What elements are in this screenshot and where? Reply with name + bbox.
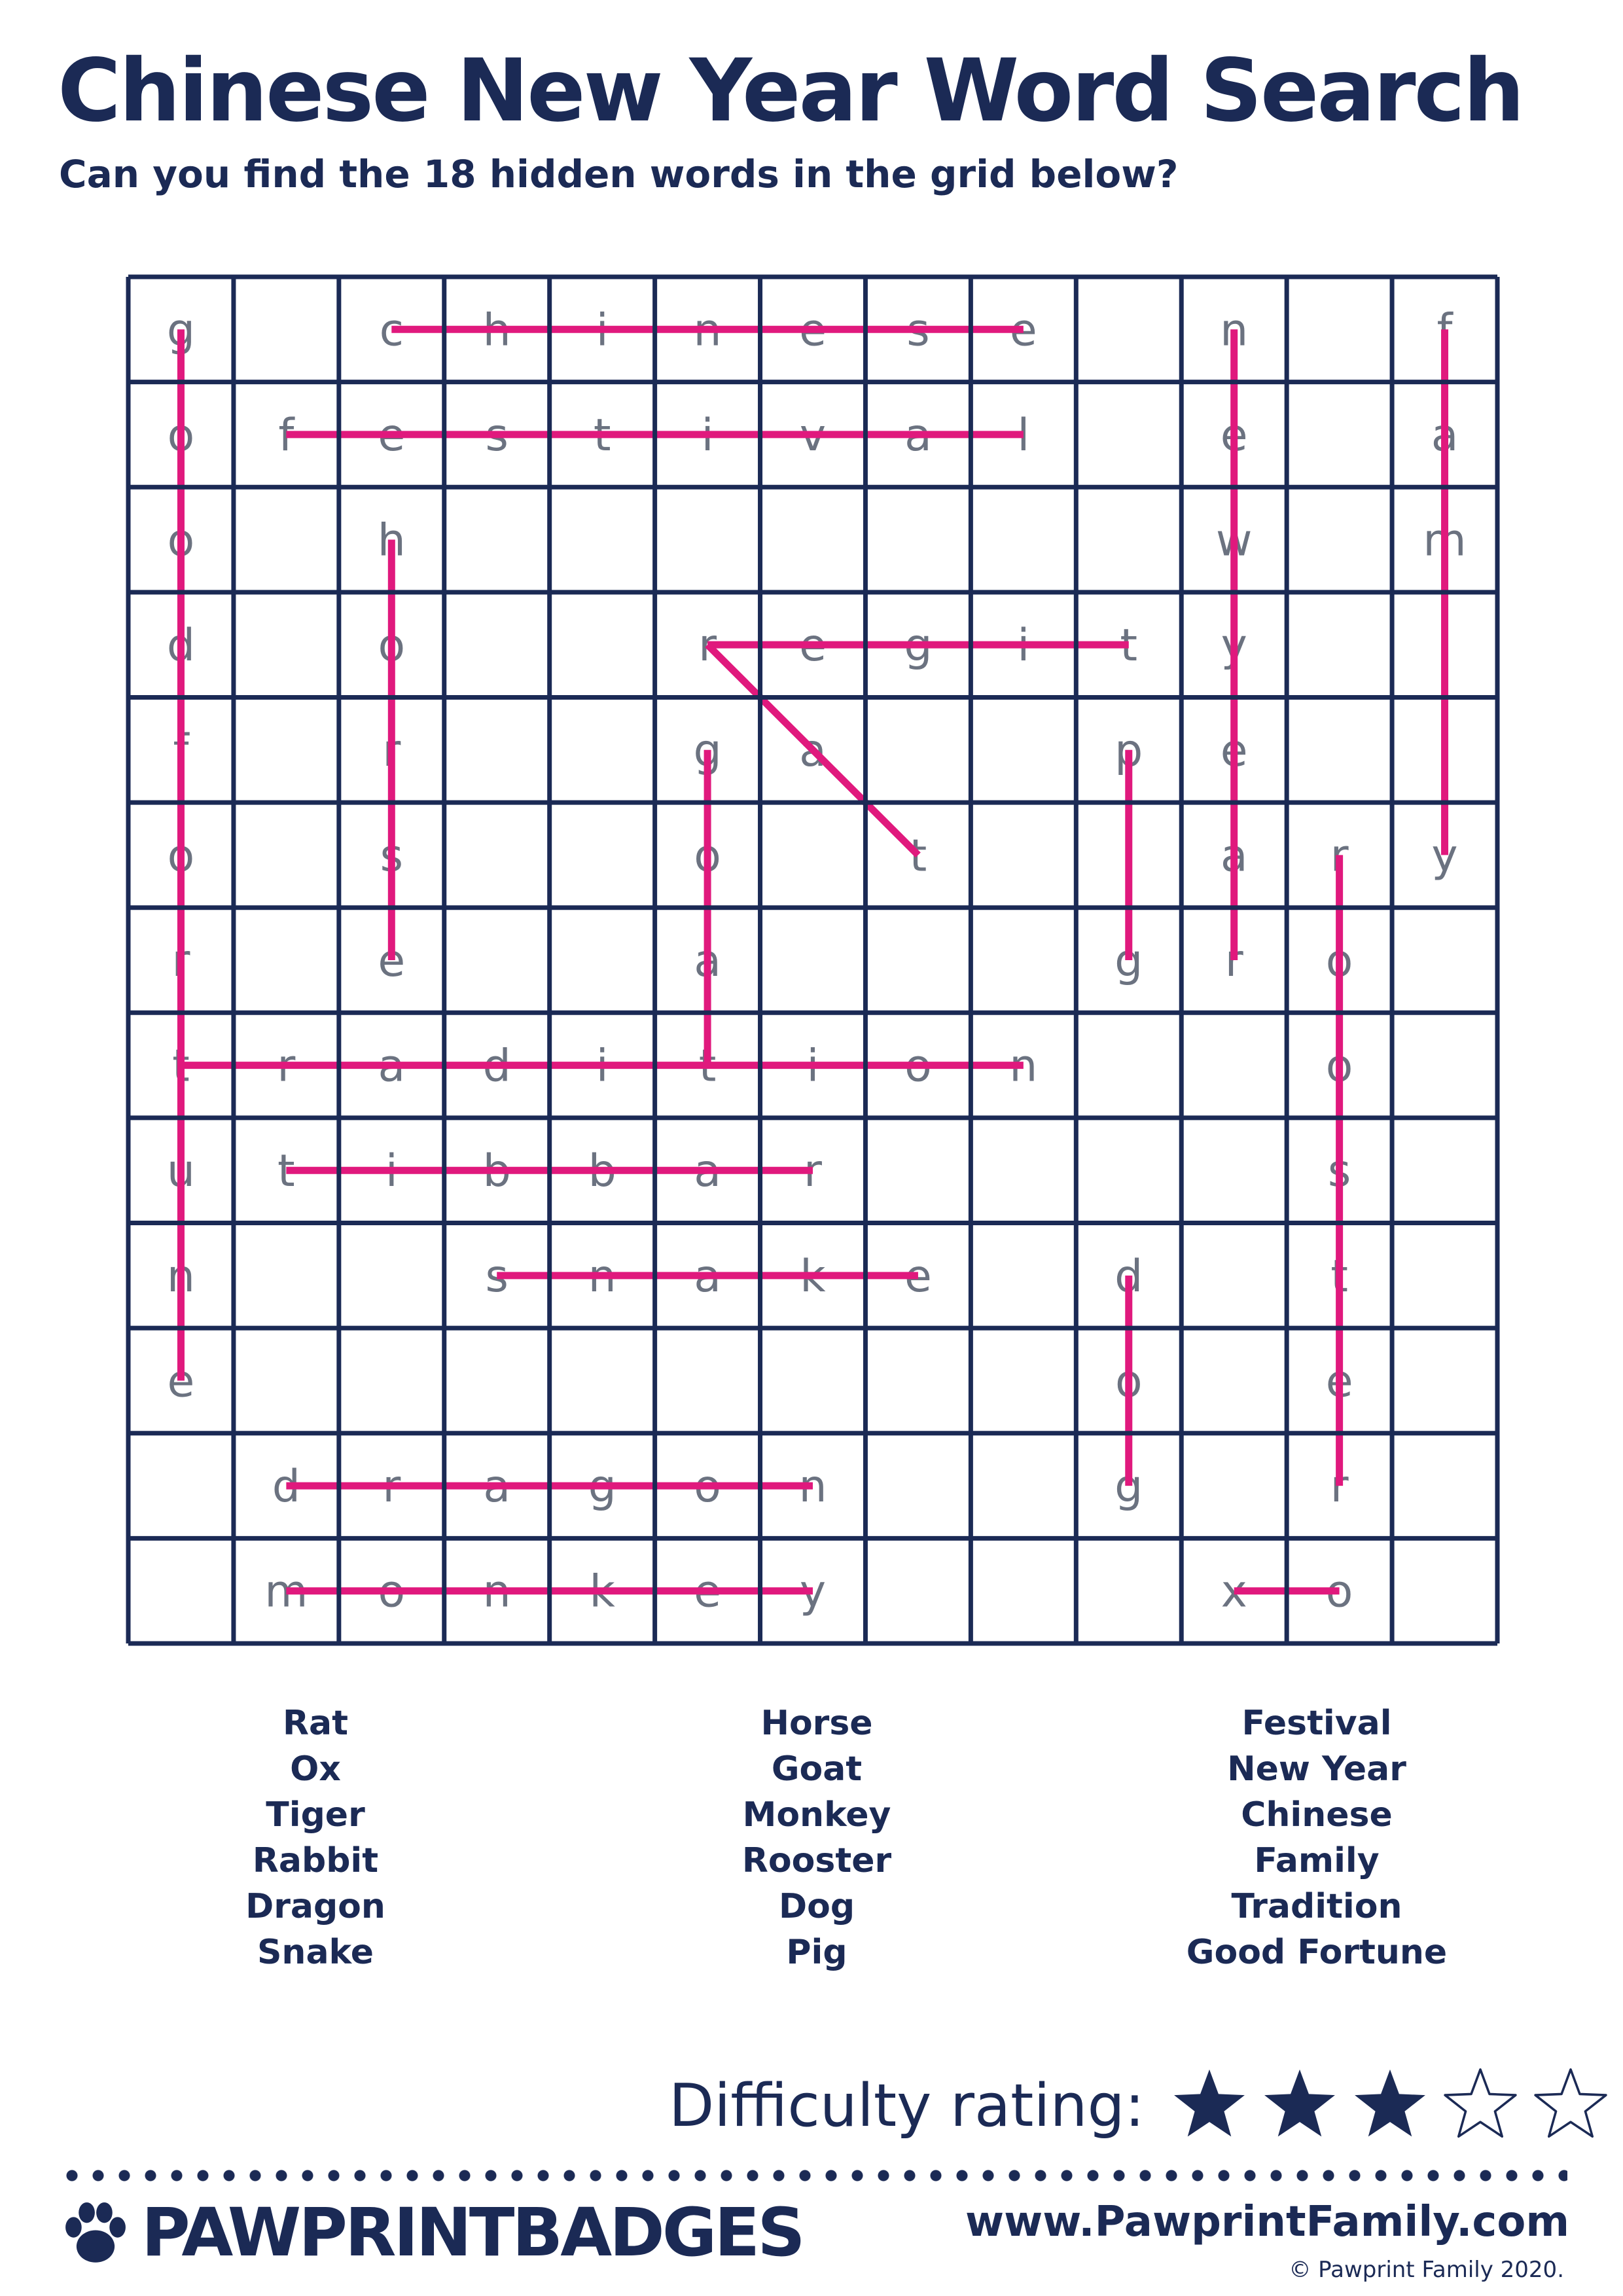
grid-letter: t <box>910 830 927 882</box>
star-filled-icon <box>1355 2069 1425 2137</box>
word-list-item: Goat <box>771 1749 863 1789</box>
word-list-item: Snake <box>257 1933 374 1972</box>
page-title: Chinese New Year Word Search <box>58 41 1525 141</box>
brand-name: PAWPRINTBADGES <box>141 2194 806 2272</box>
word-list-item: Family <box>1254 1841 1380 1880</box>
word-list-item: Monkey <box>742 1795 891 1835</box>
star-empty-icon <box>1444 2068 1517 2138</box>
word-list-item: Good Fortune <box>1186 1933 1448 1972</box>
word-search-grid: gchinesenfofestivaleaohwmdoregityifrgape… <box>126 274 1500 1646</box>
word-list-item: Horse <box>760 1704 873 1743</box>
word-list-item: Ox <box>290 1749 341 1789</box>
instructions: Can you find the 18 hidden words in the … <box>59 152 1179 196</box>
star-filled-icon <box>1264 2069 1335 2137</box>
found-word-line-rat <box>705 642 921 858</box>
difficulty-stars <box>1158 2066 1609 2145</box>
word-list-item: Rat <box>283 1704 348 1743</box>
word-list-item: Dragon <box>245 1887 385 1926</box>
word-list-item: Rooster <box>741 1841 892 1880</box>
word-list-item: Tradition <box>1231 1887 1402 1926</box>
difficulty-label: Difficulty rating: <box>669 2071 1145 2140</box>
difficulty-rating: Difficulty rating: <box>669 2066 1609 2145</box>
paw-icon <box>65 2202 126 2263</box>
word-list-item: Tiger <box>266 1795 365 1835</box>
word-list-column-1: Rat Ox Tiger Rabbit Dragon Snake <box>119 1700 512 1975</box>
word-list-column-3: Festival New Year Chinese Family Tradition Go… <box>1120 1700 1513 1975</box>
word-list-column-2: Horse Goat Monkey Rooster Dog Pig <box>620 1700 1013 1975</box>
word-list-item: New Year <box>1227 1749 1406 1789</box>
star-empty-icon <box>1534 2068 1607 2138</box>
word-list-item: Pig <box>786 1933 847 1972</box>
word-list-item: Chinese <box>1241 1795 1393 1835</box>
website-link[interactable]: www.PawprintFamily.com <box>965 2198 1569 2246</box>
word-list-item: Dog <box>778 1887 855 1926</box>
word-list-item: Rabbit <box>252 1841 379 1880</box>
brand-logo: PAWPRINTBADGES <box>59 2194 806 2272</box>
dotted-divider <box>59 2169 1567 2182</box>
copyright-notice: © Pawprint Family 2020. <box>1289 2257 1564 2283</box>
word-list-item: Festival <box>1241 1704 1392 1743</box>
star-filled-icon <box>1174 2069 1245 2137</box>
